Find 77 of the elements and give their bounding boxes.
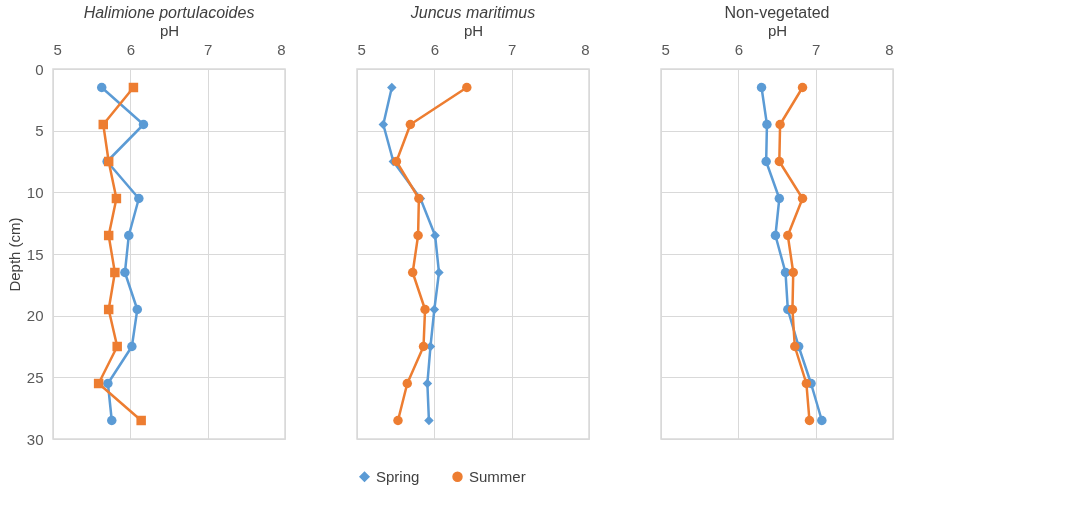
point bbox=[788, 267, 798, 278]
y-tick-label: 10 bbox=[26, 183, 44, 201]
point bbox=[120, 267, 130, 278]
point bbox=[387, 82, 397, 93]
point bbox=[128, 82, 139, 93]
point bbox=[132, 304, 143, 315]
y-tick-label: 30 bbox=[26, 430, 44, 448]
y-tick-label: 0 bbox=[35, 60, 44, 78]
point bbox=[124, 230, 134, 241]
point bbox=[420, 304, 430, 315]
point bbox=[103, 230, 114, 241]
x-tick-label: 5 bbox=[357, 40, 366, 58]
x-tick-label: 7 bbox=[203, 40, 213, 58]
x-axis-title: pH bbox=[463, 21, 484, 39]
point bbox=[817, 415, 827, 426]
point bbox=[801, 378, 812, 389]
point bbox=[780, 267, 791, 278]
x-tick-label: 6 bbox=[734, 40, 744, 58]
point bbox=[783, 230, 793, 241]
point bbox=[393, 415, 403, 426]
x-tick-label: 6 bbox=[126, 40, 136, 58]
point bbox=[96, 82, 107, 93]
y-tick-label: 25 bbox=[26, 368, 44, 386]
point bbox=[774, 156, 785, 167]
point bbox=[422, 378, 433, 389]
point bbox=[103, 378, 113, 389]
point bbox=[418, 341, 429, 352]
legend-label: Summer bbox=[469, 467, 526, 485]
point bbox=[110, 267, 120, 278]
point bbox=[136, 415, 146, 426]
x-tick-label: 8 bbox=[277, 40, 286, 58]
point bbox=[429, 304, 440, 315]
point bbox=[413, 230, 423, 241]
x-tick-label: 7 bbox=[811, 40, 821, 58]
y-tick-label: 15 bbox=[26, 245, 44, 263]
point bbox=[790, 341, 800, 352]
x-tick-label: 6 bbox=[430, 40, 440, 58]
point bbox=[430, 230, 440, 241]
point bbox=[797, 193, 808, 204]
y-axis-title: Depth (cm) bbox=[5, 217, 23, 292]
point bbox=[138, 119, 149, 130]
chart-title: Halimione portulacoides bbox=[83, 4, 255, 21]
y-tick-label: 20 bbox=[26, 307, 44, 325]
point bbox=[93, 378, 104, 389]
chart-title: Juncus maritimus bbox=[409, 4, 536, 21]
point bbox=[756, 82, 767, 93]
point bbox=[378, 119, 389, 130]
x-axis-title: pH bbox=[159, 21, 180, 39]
point bbox=[112, 341, 122, 352]
point bbox=[407, 267, 418, 278]
point bbox=[761, 156, 771, 167]
point bbox=[434, 267, 444, 278]
point bbox=[107, 415, 117, 426]
point bbox=[770, 230, 781, 241]
chart-title: Non-vegetated bbox=[724, 4, 830, 21]
point bbox=[804, 415, 815, 426]
point bbox=[98, 119, 109, 130]
x-tick-label: 7 bbox=[507, 40, 517, 58]
point bbox=[797, 82, 808, 93]
y-tick-label: 5 bbox=[35, 122, 44, 140]
point bbox=[774, 193, 785, 204]
point bbox=[127, 341, 137, 352]
point bbox=[402, 378, 413, 389]
point bbox=[787, 304, 798, 315]
point bbox=[405, 119, 416, 130]
x-axis-title: pH bbox=[767, 21, 788, 39]
point bbox=[775, 119, 785, 130]
x-tick-label: 5 bbox=[53, 40, 62, 58]
legend-label: Spring bbox=[376, 467, 420, 485]
point bbox=[762, 119, 772, 130]
x-tick-label: 8 bbox=[581, 40, 590, 58]
point bbox=[134, 193, 144, 204]
point bbox=[111, 193, 122, 204]
x-tick-label: 5 bbox=[661, 40, 670, 58]
point bbox=[103, 304, 114, 315]
x-tick-label: 8 bbox=[885, 40, 894, 58]
point bbox=[462, 82, 472, 93]
